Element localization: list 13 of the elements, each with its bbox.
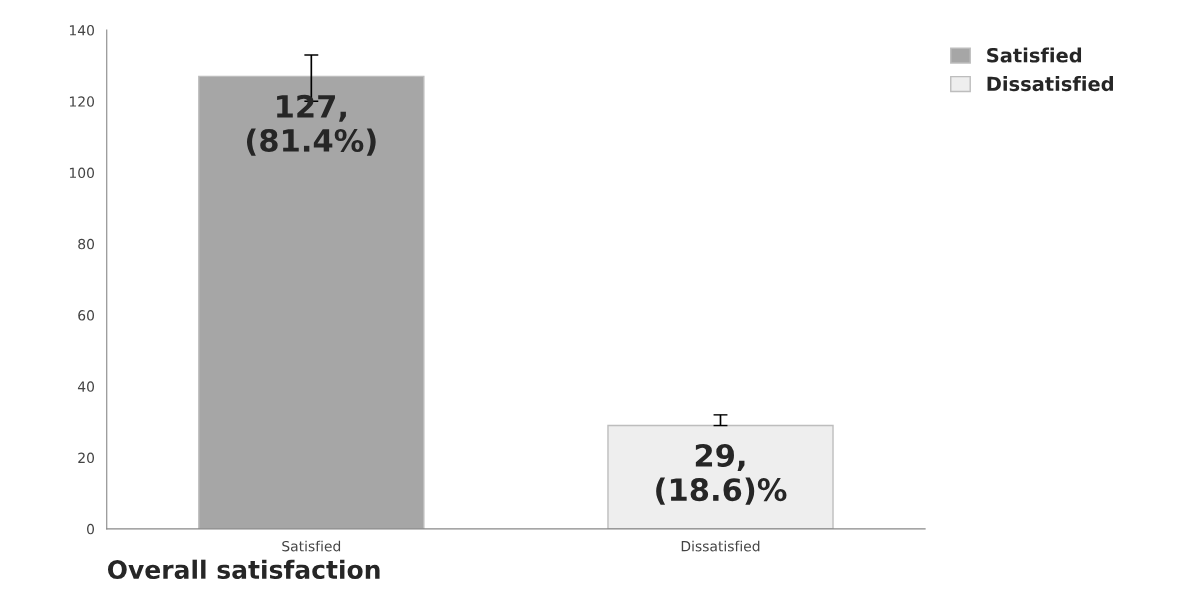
y-tick-label: 120 <box>69 96 95 107</box>
data-label: 29, (18.6)% <box>656 443 787 505</box>
y-tick-label: 20 <box>78 452 95 464</box>
legend-label: Satisfied <box>987 47 1082 63</box>
x-axis-title: Overall satisfaction <box>107 559 380 580</box>
y-tick-label: 80 <box>78 238 95 250</box>
y-tick-label: 40 <box>77 381 95 392</box>
y-tick-label: 100 <box>69 167 95 179</box>
data-label: 127, (81.4%) <box>246 94 376 156</box>
y-tick-label: 0 <box>87 523 95 535</box>
y-tick-label: 140 <box>69 25 95 36</box>
y-tick-label: 60 <box>78 310 95 321</box>
legend-label: Dissatisfied <box>987 76 1113 92</box>
